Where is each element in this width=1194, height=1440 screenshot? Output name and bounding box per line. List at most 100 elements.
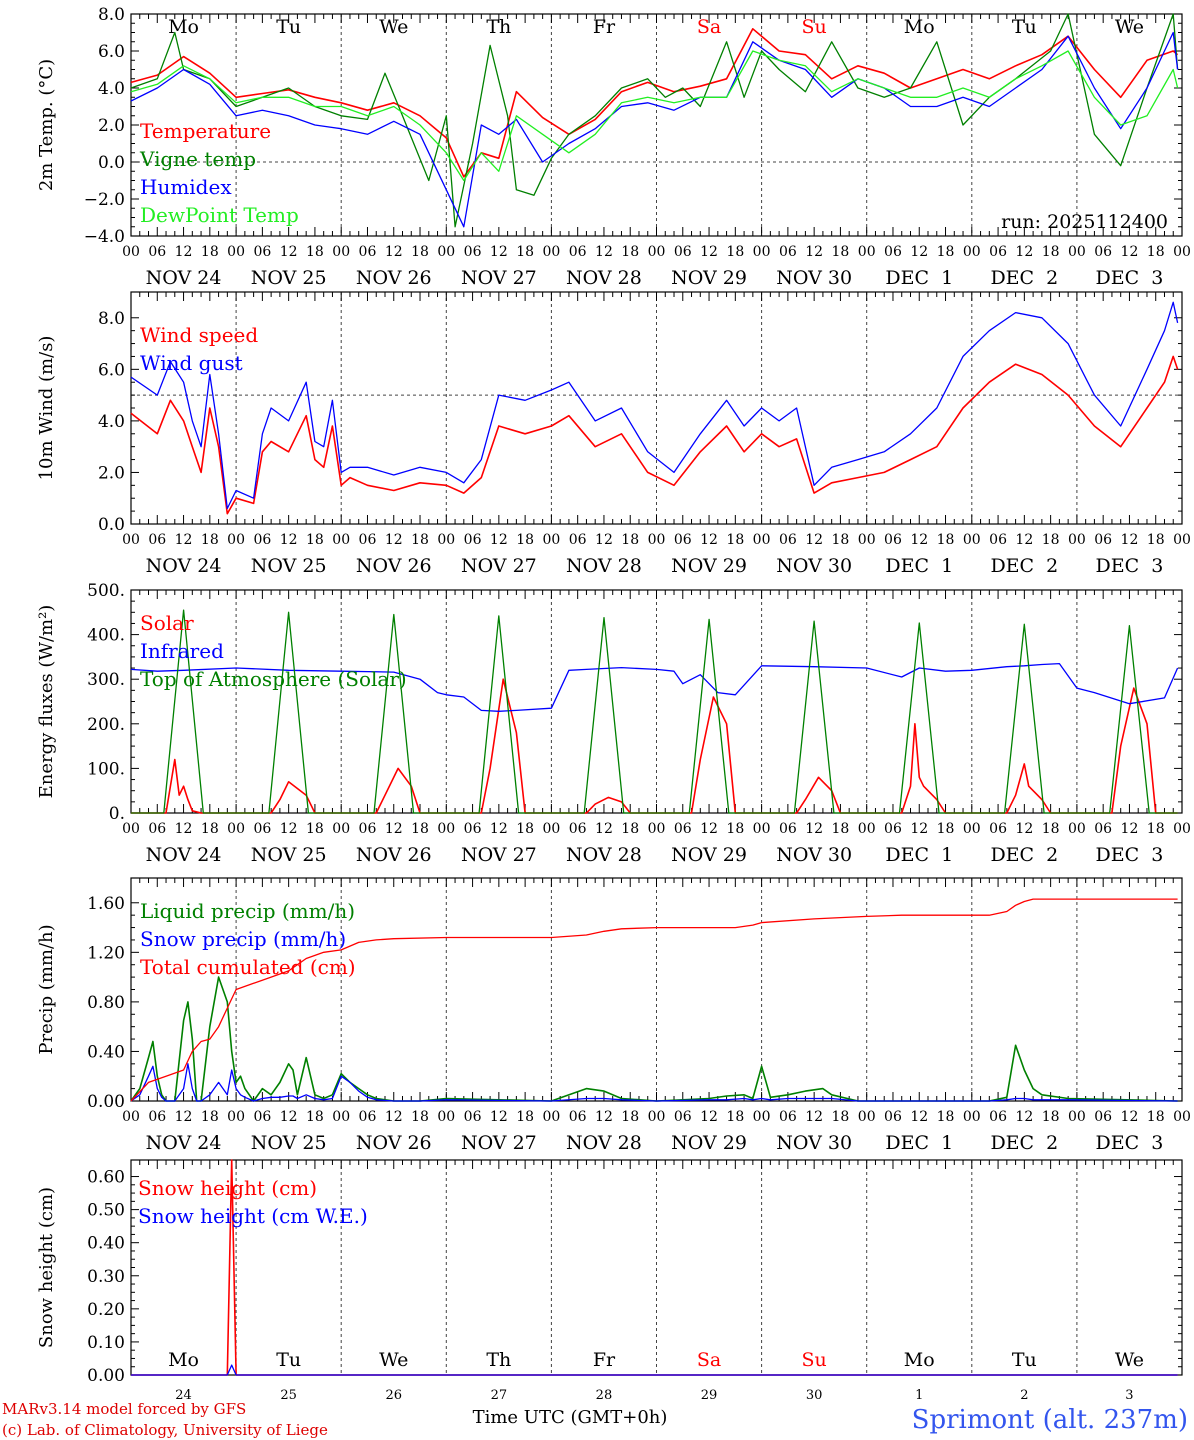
panel-wind: 0.0 2.0 4.0 6.0 8.0 10m Wind (m/s) Wind speed W… bbox=[36, 291, 1191, 577]
hour-tick-label: 06 bbox=[989, 821, 1007, 837]
series-line-infrared bbox=[130, 662, 1179, 712]
date-label: NOV 24 bbox=[146, 267, 222, 289]
legend-entry: Snow height (cm) bbox=[138, 1176, 317, 1200]
date-label: NOV 30 bbox=[776, 267, 852, 289]
hour-tick-label: 06 bbox=[1094, 532, 1112, 548]
panel-snow: 0.00 0.10 0.20 0.30 0.40 0.50 0.60 Snow height … bbox=[36, 1159, 1183, 1403]
hour-tick-label: 18 bbox=[832, 244, 850, 260]
date-label: DEC 1 bbox=[885, 555, 953, 577]
hour-tick-label: 18 bbox=[306, 532, 324, 548]
series-line-total-cumulated-cm bbox=[130, 898, 1178, 1102]
hour-tick-label: 00 bbox=[1068, 821, 1086, 837]
legend-entry: Solar bbox=[140, 611, 194, 635]
hour-tick-label: 12 bbox=[700, 1109, 718, 1125]
footer-model: MARv3.14 model forced by GFS bbox=[2, 1400, 246, 1418]
date-label: DEC 1 bbox=[885, 844, 953, 866]
weekday-label: Th bbox=[486, 16, 511, 38]
hour-tick-label: 18 bbox=[1147, 821, 1165, 837]
hour-tick-label: 00 bbox=[963, 821, 981, 837]
hour-tick-label: 00 bbox=[542, 1109, 560, 1125]
date-label: NOV 28 bbox=[566, 844, 642, 866]
hour-tick-label: 12 bbox=[700, 532, 718, 548]
hour-tick-label: 12 bbox=[1121, 821, 1139, 837]
hour-tick-label: 00 bbox=[1068, 244, 1086, 260]
legend-entry: Total cumulated (cm) bbox=[140, 955, 356, 979]
hour-tick-label: 06 bbox=[779, 532, 797, 548]
hour-tick-label: 06 bbox=[1094, 821, 1112, 837]
date-label: NOV 27 bbox=[461, 844, 537, 866]
series-line-snow-height-cm-w-e bbox=[131, 1364, 1178, 1376]
weekday-label: We bbox=[379, 1349, 408, 1371]
hour-tick-label: 18 bbox=[937, 821, 955, 837]
y-axis-label: Precip (mm/h) bbox=[36, 924, 57, 1054]
hour-tick-label: 18 bbox=[306, 821, 324, 837]
hour-tick-label: 06 bbox=[464, 244, 482, 260]
hour-tick-label: 00 bbox=[858, 821, 876, 837]
hour-tick-label: 06 bbox=[253, 1109, 271, 1125]
date-label: DEC 1 bbox=[885, 1132, 953, 1154]
hour-tick-label: 18 bbox=[1042, 821, 1060, 837]
weekday-label: Mo bbox=[904, 16, 935, 38]
hour-tick-label: 12 bbox=[910, 1109, 928, 1125]
hour-tick-label: 00 bbox=[437, 532, 455, 548]
y-tick-label: 100. bbox=[87, 759, 125, 779]
hour-tick-label: 18 bbox=[937, 532, 955, 548]
hour-tick-label: 12 bbox=[385, 821, 403, 837]
hour-tick-label: 06 bbox=[884, 532, 902, 548]
legend-entry: Wind gust bbox=[140, 351, 243, 375]
hour-tick-label: 00 bbox=[648, 532, 666, 548]
hour-tick-label: 18 bbox=[726, 821, 744, 837]
weekday-label: Th bbox=[486, 1349, 511, 1371]
date-label: DEC 3 bbox=[1096, 1132, 1164, 1154]
hour-tick-label: 06 bbox=[464, 821, 482, 837]
hour-tick-label: 06 bbox=[989, 532, 1007, 548]
hour-tick-label: 12 bbox=[490, 244, 508, 260]
hour-tick-label: 18 bbox=[1042, 244, 1060, 260]
hour-tick-label: 06 bbox=[359, 821, 377, 837]
hour-tick-label: 00 bbox=[858, 1109, 876, 1125]
hour-tick-label: 06 bbox=[569, 244, 587, 260]
date-label: NOV 29 bbox=[671, 267, 747, 289]
date-label: DEC 2 bbox=[990, 555, 1058, 577]
series-line-top-of-atmosphere-solar bbox=[131, 609, 1178, 814]
hour-tick-label: 18 bbox=[621, 532, 639, 548]
hour-tick-label: 00 bbox=[227, 532, 245, 548]
hour-tick-label: 06 bbox=[884, 1109, 902, 1125]
hour-tick-label: 00 bbox=[332, 532, 350, 548]
y-tick-label: 0.50 bbox=[87, 1201, 125, 1221]
hour-tick-label: 12 bbox=[490, 821, 508, 837]
weekday-label: We bbox=[379, 16, 408, 38]
day-number-label: 26 bbox=[385, 1388, 402, 1403]
hour-tick-label: 00 bbox=[858, 532, 876, 548]
hour-tick-label: 18 bbox=[411, 244, 429, 260]
date-label: NOV 29 bbox=[671, 1132, 747, 1154]
date-label: NOV 27 bbox=[461, 1132, 537, 1154]
hour-tick-label: 18 bbox=[1147, 244, 1165, 260]
y-tick-label: 0.60 bbox=[87, 1168, 125, 1188]
hour-tick-label: 06 bbox=[779, 244, 797, 260]
legend-entry: Infrared bbox=[140, 639, 224, 663]
series-line-solar bbox=[131, 678, 1178, 814]
hour-tick-label: 18 bbox=[516, 532, 534, 548]
y-tick-label: 4.0 bbox=[98, 79, 125, 99]
date-label: NOV 26 bbox=[356, 844, 432, 866]
series-line-dewpoint-temp bbox=[130, 50, 1179, 182]
weekday-label: We bbox=[1115, 1349, 1144, 1371]
weekday-label: Fr bbox=[593, 16, 616, 38]
hour-tick-label: 12 bbox=[1121, 244, 1139, 260]
hour-tick-label: 12 bbox=[805, 244, 823, 260]
hour-tick-label: 18 bbox=[726, 244, 744, 260]
hour-tick-label: 18 bbox=[201, 821, 219, 837]
y-tick-label: 0.40 bbox=[87, 1234, 125, 1254]
hour-tick-label: 18 bbox=[726, 532, 744, 548]
hour-tick-label: 06 bbox=[464, 532, 482, 548]
date-label: DEC 2 bbox=[990, 844, 1058, 866]
hour-tick-label: 12 bbox=[490, 532, 508, 548]
y-tick-label: 0.40 bbox=[87, 1042, 125, 1062]
hour-tick-label: 12 bbox=[910, 821, 928, 837]
hour-tick-label: 12 bbox=[385, 1109, 403, 1125]
y-tick-label: 6.0 bbox=[98, 360, 125, 380]
legend-entry: Snow height (cm W.E.) bbox=[138, 1204, 368, 1228]
day-number-label: 25 bbox=[280, 1388, 297, 1403]
